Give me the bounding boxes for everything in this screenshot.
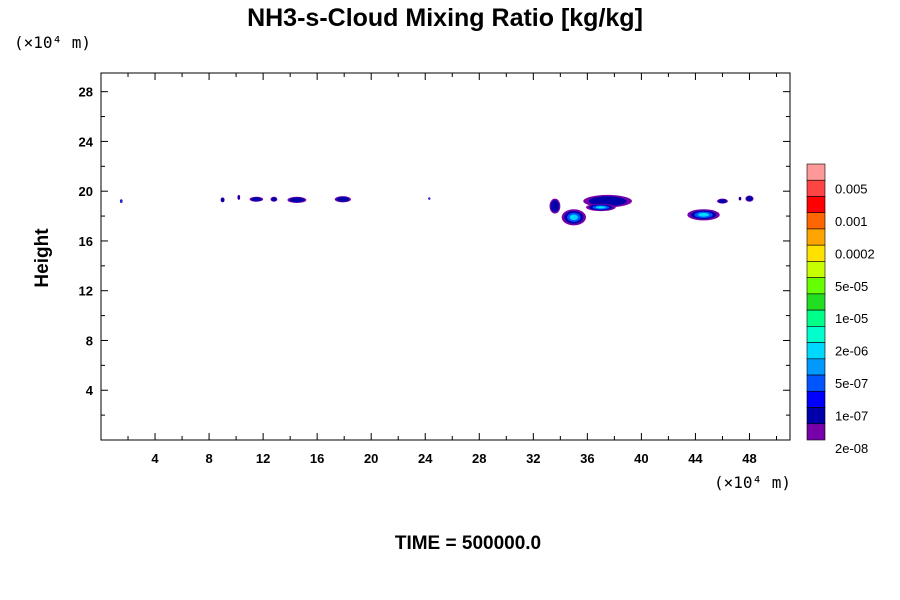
cloud-patch [249,196,264,202]
cloud-contour [738,197,742,201]
colorbar-swatch [806,196,826,214]
cloud-patch [561,209,587,226]
cloud-patch [745,195,754,202]
cloud-contour [120,200,123,203]
x-tick-label: 8 [205,451,212,466]
cloud-patch [428,197,431,200]
y-unit-label: (×10⁴ m) [14,33,91,52]
colorbar-swatch [806,390,826,408]
colorbar-swatch [806,293,826,311]
cloud-patch [220,197,225,203]
cloud-contour [237,195,240,200]
y-tick-label: 8 [86,333,93,348]
x-tick-label: 20 [364,451,378,466]
x-tick-label: 40 [634,451,648,466]
y-tick-label: 28 [79,85,93,100]
x-tick-label: 48 [742,451,756,466]
colorbar-label: 1e-05 [835,311,868,326]
cloud-contour [271,197,277,202]
cloud-patch [270,196,278,202]
cloud-contour [718,199,727,204]
cloud-patch [586,203,616,212]
cloud-patch [237,194,241,200]
colorbar-swatch [806,423,826,441]
chart-title: NH3-s-Cloud Mixing Ratio [kg/kg] [247,4,643,32]
cloud-patch [549,198,561,214]
colorbar-label: 5e-07 [835,376,868,391]
y-tick-label: 4 [86,383,94,398]
colorbar-label: 0.001 [835,214,868,229]
cloud-contour [698,212,710,217]
colorbar-label: 1e-07 [835,409,868,424]
cloud-contour [569,214,578,221]
colorbar-swatch [806,342,826,360]
cloud-patch [334,196,351,203]
colorbar-swatch [806,277,826,295]
x-tick-label: 32 [526,451,540,466]
x-tick-label: 24 [418,451,433,466]
cloud-contour [599,206,603,208]
colorbar-swatch [806,179,826,197]
time-label: TIME = 500000.0 [395,533,541,554]
cloud-contour [336,196,350,202]
colorbar-swatch [806,358,826,376]
x-tick-label: 28 [472,451,486,466]
colorbar-swatch [806,326,826,343]
cloud-contour [251,197,262,202]
cloud-patch [738,196,742,201]
cloud-contour [588,196,627,206]
colorbar-swatch [806,228,826,246]
cloud-patch [717,198,728,204]
colorbar-label: 5e-05 [835,279,868,294]
x-tick-label: 16 [310,451,324,466]
x-unit-label: (×10⁴ m) [714,473,791,492]
y-axis-label: Height [32,228,53,288]
colorbar-swatch [806,244,826,262]
x-tick-label: 36 [580,451,594,466]
colorbar-swatch [806,212,826,230]
cloud-contour [550,200,560,212]
cloud-contour [746,196,753,202]
colorbar-label: 0.0002 [835,246,875,261]
colorbar-swatch [806,309,826,327]
cloud-patch [687,209,720,221]
x-tick-label: 4 [151,451,159,466]
cloud-contour [289,197,305,203]
y-tick-label: 24 [79,134,94,149]
colorbar-swatch [806,374,826,392]
colorbar-swatch [806,261,826,278]
cloud-patch [287,196,307,204]
colorbar-swatch [806,163,826,181]
colorbar-label: 2e-06 [835,344,868,359]
cloud-field [119,194,754,226]
plot-frame [100,72,791,441]
colorbar-label: 2e-08 [835,441,868,456]
x-tick-label: 44 [688,451,703,466]
y-tick-label: 12 [79,284,93,299]
colorbar-label: 0.005 [835,181,868,196]
y-tick-label: 20 [79,184,93,199]
cloud-contour [428,197,430,200]
y-tick-label: 16 [79,234,93,249]
colorbar-swatch [806,407,826,425]
colorbar: 0.005 0.001 0.0002 5e-05 1e-05 2e-06 5e-07 1e-0… [806,163,875,456]
cloud-patch [119,199,123,204]
x-tick-label: 12 [256,451,270,466]
cloud-contour [221,197,225,202]
